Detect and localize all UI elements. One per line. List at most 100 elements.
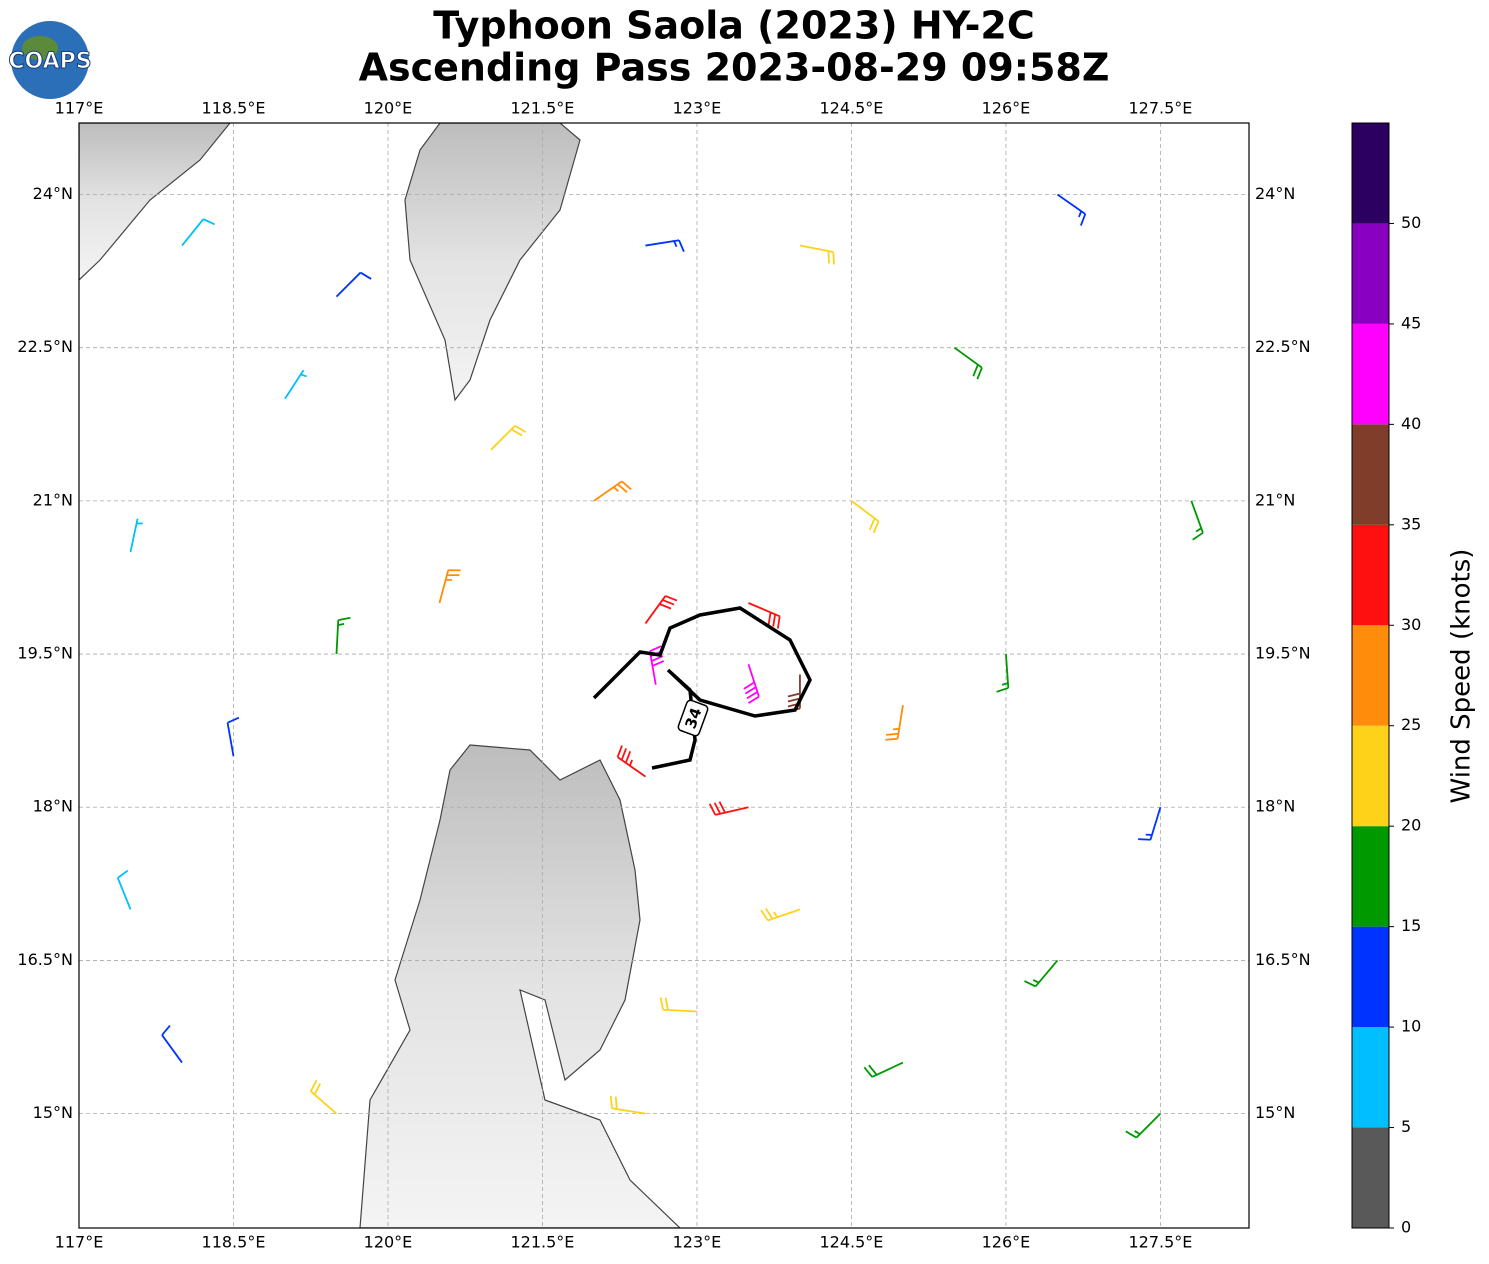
lon-tick-label: 126°E (982, 99, 1031, 118)
wind-barb (593, 480, 632, 502)
wind-barb (1125, 1112, 1162, 1139)
wind-barb (161, 1024, 183, 1064)
colorbar-segment (1352, 1127, 1389, 1228)
lat-tick-label: 22.5°N (17, 337, 73, 356)
lat-tick-label: 18°N (33, 797, 73, 816)
lat-tick-label: 16.5°N (17, 950, 73, 969)
colorbar-tick-label: 50 (1401, 213, 1421, 232)
logo-text: COAPS (8, 49, 91, 74)
wind-barb (885, 704, 904, 741)
wind-barb (116, 869, 132, 910)
lat-tick-label: 19.5°N (17, 644, 73, 663)
colorbar-segment (1352, 725, 1389, 827)
colorbar-frame (1351, 122, 1390, 1229)
wind-barb (863, 1061, 904, 1078)
colorbar-tick-label: 15 (1401, 916, 1421, 935)
wind-barb (748, 602, 781, 629)
wind-barb (335, 271, 372, 298)
lat-tick-label: 22.5°N (1255, 337, 1311, 356)
colorbar-tick-label: 25 (1401, 715, 1421, 734)
colorbar-tick-label: 5 (1401, 1117, 1411, 1136)
wind-barb (129, 518, 143, 553)
wind-barb (659, 997, 698, 1013)
logo: COAPS (8, 21, 92, 99)
colorbar-tick-label: 10 (1401, 1017, 1421, 1036)
colorbar-tick-label: 45 (1401, 313, 1421, 332)
wind-barb (850, 500, 880, 534)
title-line: Typhoon Saola (2023) HY-2C (433, 4, 1035, 48)
colorbar-segment (1352, 826, 1389, 927)
colorbar-segment (1352, 926, 1389, 1028)
lat-tick-label: 21°N (1255, 490, 1295, 509)
wind-barb (708, 801, 749, 816)
lon-tick-label: 117°E (55, 99, 104, 118)
wind-barb (1024, 959, 1059, 988)
wind-barb (743, 663, 760, 704)
colorbar: 0 5 10 15 20 25 30 35 40 45 50 (1351, 122, 1421, 1237)
lon-tick-label: 118.5°E (202, 1233, 266, 1252)
lat-tick-label: 15°N (33, 1103, 73, 1122)
wind-barb (799, 244, 835, 265)
lon-tick-label: 118.5°E (202, 99, 266, 118)
wind-barb (609, 1095, 646, 1115)
lon-tick-label: 124.5°E (819, 1233, 883, 1252)
contour-label-box (677, 699, 709, 737)
wind-barb (284, 369, 307, 400)
land (79, 123, 681, 1228)
lat-tick-label: 24°N (33, 184, 73, 203)
colorbar-segment (1352, 625, 1389, 726)
lon-tick-label: 120°E (364, 1233, 413, 1252)
colorbar-tick-label: 35 (1401, 514, 1421, 533)
wind-barb (953, 346, 983, 380)
lon-tick-label: 123°E (673, 1233, 722, 1252)
wind-barbs (116, 193, 1204, 1139)
lon-tick-label: 127.5°E (1128, 1233, 1192, 1252)
lon-tick-label: 126°E (982, 1233, 1031, 1252)
taiwan (404, 123, 581, 402)
lon-tick-label: 120°E (364, 99, 413, 118)
lat-tick-label: 18°N (1255, 797, 1295, 816)
lat-tick-label: 19.5°N (1255, 644, 1311, 663)
title-line: Ascending Pass 2023-08-29 09:58Z (359, 46, 1110, 90)
lat-tick-label: 24°N (1255, 184, 1295, 203)
colorbar-tick-label: 20 (1401, 816, 1421, 835)
lon-tick-label: 117°E (55, 1233, 104, 1252)
lon-tick-label: 127.5°E (1128, 99, 1192, 118)
wind-barb (1190, 500, 1204, 541)
china-coast (79, 123, 231, 281)
34kt-contour (592, 606, 812, 770)
lon-tick-label: 121.5°E (511, 1233, 575, 1252)
wind-barb (616, 745, 646, 778)
wind-barb (1056, 193, 1087, 226)
wind-barb (181, 218, 215, 247)
graticule: 117°E 117°E 118.5°E 118.5°E 120°E 120°E 121.5°… (17, 99, 1310, 1252)
wind-barb (1138, 806, 1162, 841)
lat-tick-label: 16.5°N (1255, 950, 1311, 969)
lon-tick-label: 121.5°E (511, 99, 575, 118)
map-frame (78, 122, 1250, 1229)
wind-barb (996, 653, 1010, 693)
colorbar-segment (1352, 123, 1389, 224)
colorbar-label: Wind Speed (knots) (1447, 549, 1477, 804)
colorbar-segment (1352, 1027, 1389, 1128)
colorbar-tick-label: 40 (1401, 414, 1421, 433)
wind-barb (310, 1079, 338, 1115)
lon-tick-label: 123°E (673, 99, 722, 118)
wind-barb (438, 569, 461, 604)
logo-land (22, 36, 58, 60)
luzon (359, 744, 681, 1228)
colorbar-tick-label: 0 (1401, 1218, 1411, 1237)
wind-barb (490, 424, 527, 451)
colorbar-segment (1352, 223, 1389, 324)
wind-barb (335, 616, 351, 655)
wind-barb (760, 907, 801, 922)
lat-tick-label: 21°N (33, 490, 73, 509)
lon-tick-label: 124.5°E (819, 99, 883, 118)
colorbar-tick-label: 30 (1401, 615, 1421, 634)
wind-barb (644, 595, 678, 624)
contour-label: 34 (677, 699, 709, 737)
colorbar-segment (1352, 524, 1389, 626)
colorbar-segment (1352, 323, 1389, 425)
colorbar-segment (1352, 424, 1389, 525)
